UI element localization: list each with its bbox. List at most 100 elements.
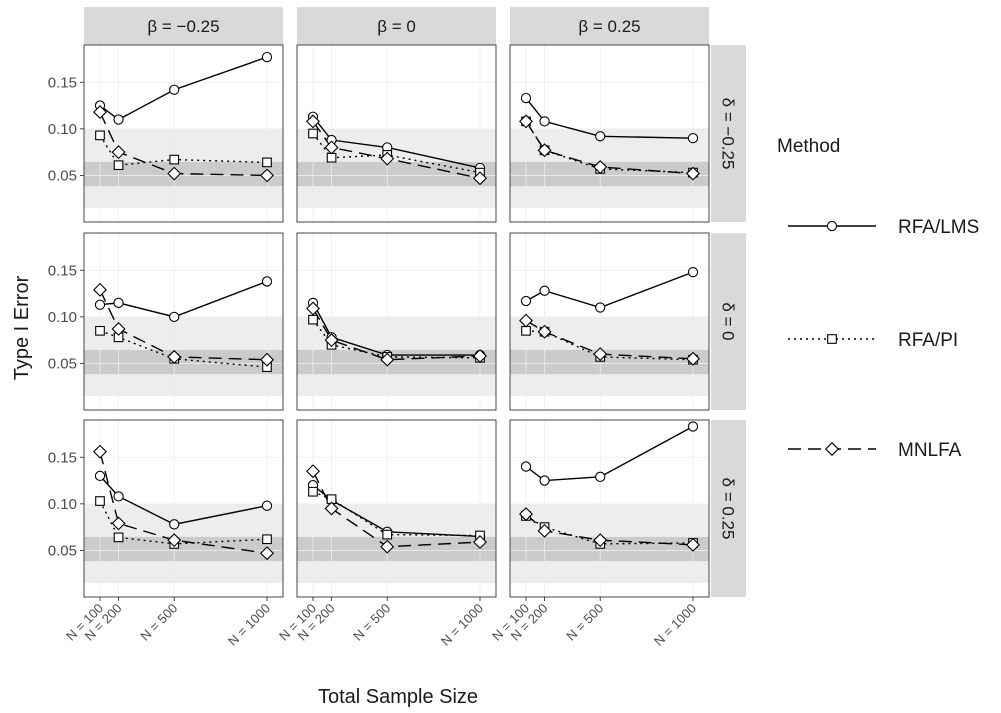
data-point-mnlfa	[519, 507, 533, 522]
data-point-rfa-pi	[521, 325, 531, 336]
data-point-mnlfa	[686, 537, 700, 552]
series-line-rfa-pi	[525, 121, 694, 174]
data-point-mnlfa	[260, 168, 274, 183]
data-point-rfa-pi	[308, 486, 318, 497]
row-strip-bg	[711, 45, 746, 222]
column-strip-label: β = 0	[377, 17, 416, 36]
legend-title: Method	[777, 136, 840, 157]
data-point-rfa-lms	[94, 299, 106, 310]
data-point-rfa-lms	[261, 276, 273, 287]
data-point-mnlfa	[537, 143, 552, 158]
row-strip: δ = 0.25	[711, 420, 746, 597]
series-line-rfa-lms	[312, 116, 481, 169]
y-tick-label: 0.05	[48, 167, 77, 184]
data-point-rfa-lms	[687, 133, 699, 144]
panel-border	[509, 232, 710, 411]
data-point-rfa-pi	[169, 154, 180, 165]
data-point-mnlfa	[380, 151, 395, 166]
data-point-mnlfa	[324, 140, 339, 155]
series-line-mnlfa	[99, 451, 268, 554]
reference-band	[297, 536, 496, 562]
series-line-rfa-pi	[312, 491, 481, 537]
series-line-rfa-lms	[525, 425, 694, 482]
series-line-rfa-lms	[312, 484, 481, 538]
data-point-rfa-lms	[113, 297, 124, 309]
data-point-rfa-lms	[520, 92, 532, 104]
data-point-rfa-pi	[113, 532, 124, 543]
reference-band	[297, 349, 496, 375]
legend-key-marker	[827, 334, 837, 344]
data-point-rfa-lms	[539, 475, 550, 486]
column-strip-bg	[297, 7, 496, 45]
y-tick-label: 0.05	[48, 542, 77, 559]
legend-label: RFA/PI	[898, 330, 958, 351]
row-strip: δ = −0.25	[711, 45, 746, 222]
series-line-mnlfa	[312, 120, 481, 179]
reference-band	[510, 161, 709, 187]
legend-key-marker	[826, 220, 838, 232]
x-tick-label: N = 1000	[651, 601, 699, 649]
legend-label: MNLFA	[898, 440, 962, 461]
data-point-mnlfa	[93, 444, 107, 459]
row-strip-bg	[711, 420, 746, 597]
panel	[296, 419, 497, 598]
column-strip-bg	[510, 7, 709, 45]
reference-band	[510, 349, 709, 375]
data-point-rfa-pi	[113, 160, 124, 171]
legend-entry: MNLFA	[788, 440, 962, 461]
x-tick-label: N = 1000	[438, 601, 486, 649]
column-strip: β = −0.25	[84, 7, 283, 45]
series-line-rfa-lms	[312, 302, 480, 356]
y-tick-label: 0.10	[48, 496, 77, 513]
panel-border	[509, 44, 710, 223]
data-point-mnlfa	[306, 464, 320, 479]
series-line-rfa-lms	[525, 97, 694, 139]
data-point-mnlfa	[93, 282, 107, 297]
data-point-mnlfa	[306, 301, 320, 316]
data-point-mnlfa	[167, 166, 182, 181]
data-point-rfa-lms	[520, 461, 532, 472]
data-point-rfa-lms	[595, 131, 606, 142]
panel	[509, 232, 710, 411]
legend-label: RFA/LMS	[898, 217, 979, 238]
row-strip-label: δ = −0.25	[719, 98, 738, 170]
series-line-mnlfa	[312, 308, 481, 361]
x-tick-label: N = 1000	[225, 601, 273, 649]
data-point-mnlfa	[380, 352, 395, 367]
data-point-rfa-pi	[95, 130, 105, 141]
data-point-mnlfa	[473, 535, 487, 550]
data-point-mnlfa	[473, 348, 487, 363]
y-axis-title: Type I Error	[11, 275, 33, 380]
panel	[83, 44, 284, 223]
panel	[296, 232, 497, 411]
series-line-rfa-pi	[525, 330, 694, 361]
data-point-rfa-lms	[539, 285, 550, 296]
data-point-rfa-pi	[95, 325, 105, 336]
data-point-rfa-lms	[261, 51, 273, 63]
data-point-rfa-pi	[262, 534, 272, 545]
column-strip: β = 0.25	[510, 7, 709, 45]
data-point-rfa-lms	[169, 84, 180, 95]
data-point-mnlfa	[93, 105, 107, 120]
data-point-mnlfa	[686, 351, 700, 366]
y-tick-label: 0.15	[48, 74, 77, 91]
data-point-rfa-lms	[113, 114, 124, 125]
data-point-mnlfa	[686, 166, 700, 181]
panel	[509, 419, 710, 598]
series-line-rfa-pi	[525, 515, 694, 545]
data-point-mnlfa	[167, 349, 182, 364]
column-strip-label: β = −0.25	[147, 17, 219, 36]
series-line-mnlfa	[525, 513, 694, 546]
data-point-rfa-lms	[169, 311, 180, 322]
panel-border	[83, 44, 284, 223]
series-line-rfa-lms	[99, 475, 268, 526]
panel-border	[296, 419, 497, 598]
series-line-mnlfa	[525, 319, 694, 360]
column-strip-label: β = 0.25	[578, 17, 640, 36]
y-tick-label: 0.05	[48, 355, 77, 372]
data-point-mnlfa	[473, 171, 487, 186]
panel	[509, 44, 710, 223]
y-tick-label: 0.10	[48, 309, 77, 326]
data-point-rfa-lms	[595, 471, 606, 482]
data-point-mnlfa	[593, 533, 608, 548]
